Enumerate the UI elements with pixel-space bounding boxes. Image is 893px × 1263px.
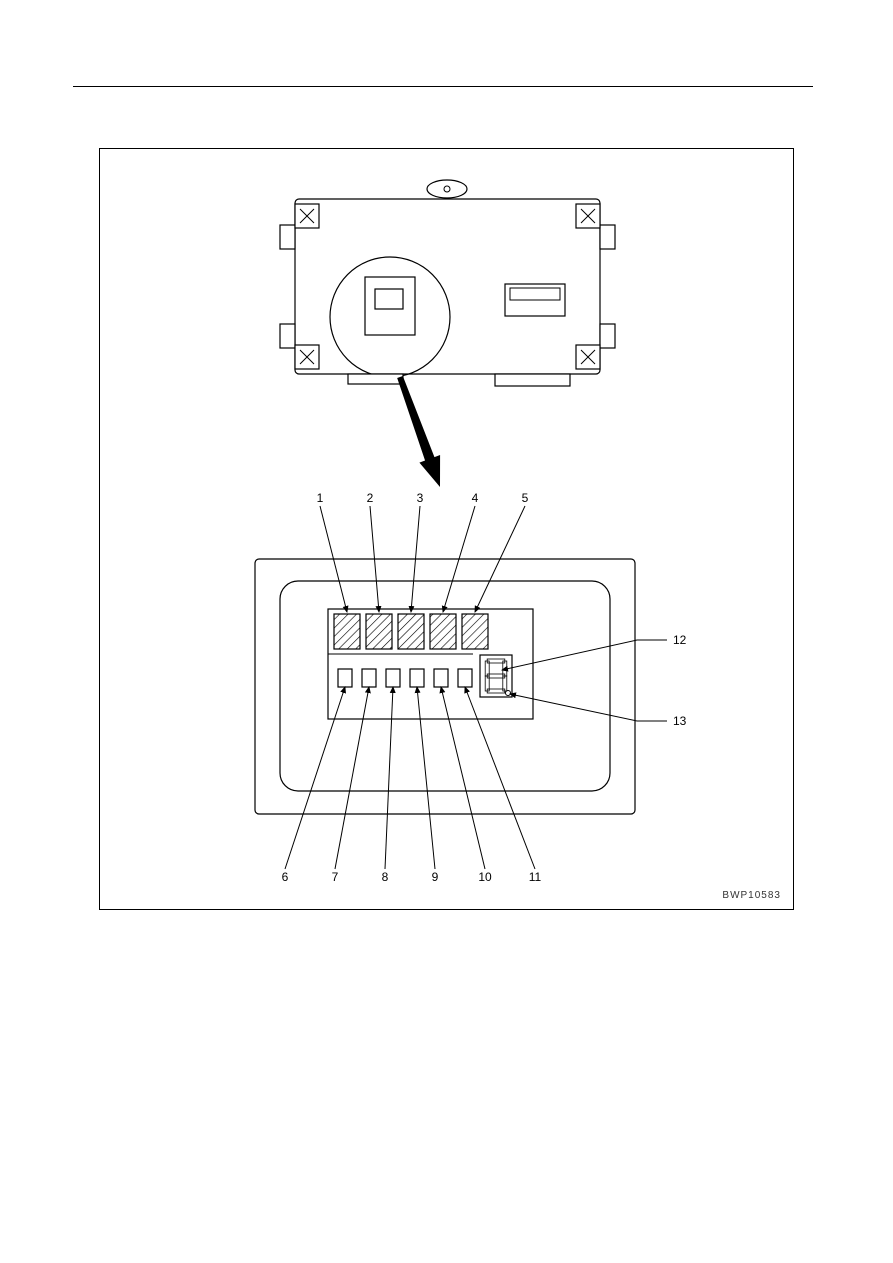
svg-text:10: 10	[478, 870, 492, 884]
svg-text:3: 3	[417, 491, 424, 505]
svg-text:1: 1	[317, 491, 324, 505]
svg-text:7: 7	[332, 870, 339, 884]
svg-text:4: 4	[472, 491, 479, 505]
svg-text:11: 11	[529, 870, 542, 884]
svg-text:9: 9	[432, 870, 439, 884]
diagram-svg: 12345678910111213	[100, 149, 793, 909]
figure-code: BWP10583	[722, 890, 781, 901]
svg-text:5: 5	[522, 491, 529, 505]
svg-text:2: 2	[367, 491, 374, 505]
panel-group	[255, 559, 635, 814]
diagram-figure: 12345678910111213 BWP10583	[99, 148, 794, 910]
svg-text:13: 13	[673, 714, 687, 728]
svg-text:6: 6	[282, 870, 289, 884]
svg-text:12: 12	[673, 633, 687, 647]
svg-text:8: 8	[382, 870, 389, 884]
page-header-rule	[73, 86, 813, 87]
upper-unit-group	[280, 180, 615, 386]
pointer-arrow-group	[397, 376, 440, 487]
